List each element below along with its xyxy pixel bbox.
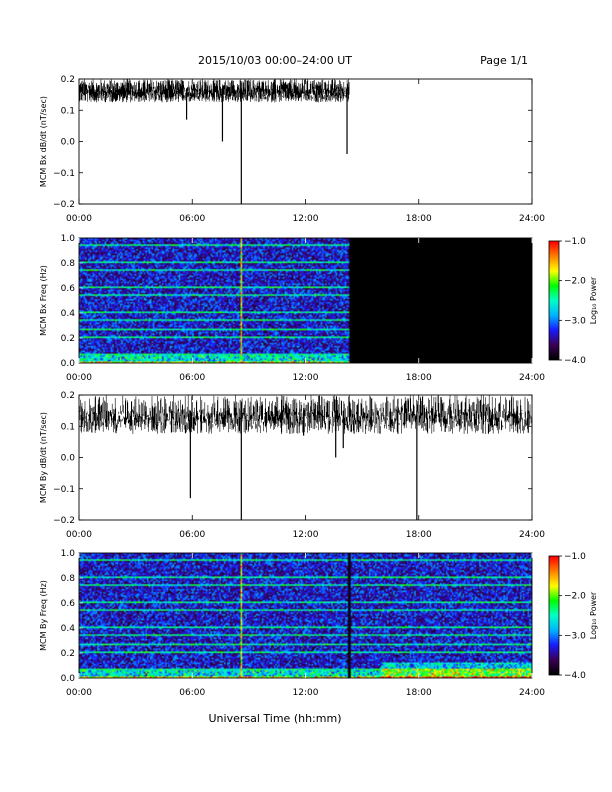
colorbar: [549, 556, 559, 675]
y-tick-label: 0.2: [61, 391, 75, 401]
y-tick-label: 0.1: [61, 422, 75, 432]
x-tick-label: 18:00: [406, 214, 432, 224]
y-tick-label: 0.1: [61, 106, 75, 116]
panels: −0.2 −0.1 0.0 0.1 0.2 00:00 06:00 12:00 18:00 24:…: [39, 75, 598, 698]
y-tick-label: 0.2: [61, 75, 75, 85]
x-tick-label: 00:00: [66, 373, 92, 383]
x-tick-label: 12:00: [293, 214, 319, 224]
x-tick-label: 06:00: [179, 373, 205, 383]
x-tick-label: 12:00: [293, 373, 319, 383]
panel-bx-spec: −4.0 −3.0 −2.0 −1.0 Log₁₀ Power 0.0 0.2 0.4 0.6 0…: [39, 234, 598, 383]
panel-bx-ts: −0.2 −0.1 0.0 0.1 0.2 00:00 06:00 12:00 18:00 24:…: [39, 75, 545, 224]
colorbar-tick-label: −3.0: [564, 316, 586, 326]
x-tick-label: 06:00: [179, 688, 205, 698]
spectrogram-image: [79, 238, 532, 363]
colorbar-frame: [548, 240, 560, 361]
x-tick-label: 24:00: [519, 373, 545, 383]
colorbar-tick-label: −4.0: [564, 356, 586, 366]
page-title: 2015/10/03 00:00–24:00 UT: [198, 54, 352, 67]
y-axis-label: MCM By dB/dt (nT/sec): [39, 412, 48, 503]
y-tick-label: 0.6: [61, 599, 76, 609]
panel-by-spec: −4.0 −3.0 −2.0 −1.0 Log₁₀ Power 0.0 0.2 0.4 0.6 0…: [39, 549, 598, 698]
y-tick-label: 0.0: [61, 138, 76, 148]
y-tick-label: 1.0: [61, 234, 76, 244]
y-tick-label: −0.1: [53, 169, 75, 179]
colorbar-label: Log₁₀ Power: [589, 276, 598, 324]
x-tick-label: 18:00: [406, 530, 432, 540]
colorbar-tick-label: −2.0: [564, 277, 586, 287]
y-axis-label: MCM By Freq (Hz): [39, 580, 48, 651]
panel-by-ts: −0.2 −0.1 0.0 0.1 0.2 00:00 06:00 12:00 18:00 24:…: [39, 391, 545, 540]
y-tick-label: 0.0: [61, 674, 76, 684]
y-tick-label: 0.2: [61, 649, 75, 659]
x-tick-label: 00:00: [66, 214, 92, 224]
y-tick-label: 0.2: [61, 334, 75, 344]
colorbar-tick-label: −3.0: [564, 631, 586, 641]
y-axis-label: MCM Bx dB/dt (nT/sec): [39, 96, 48, 187]
colorbar: [549, 241, 559, 360]
y-tick-label: −0.2: [53, 516, 75, 526]
y-tick-label: 0.4: [61, 624, 76, 634]
x-axis-label: Universal Time (hh:mm): [209, 712, 342, 725]
y-tick-label: 0.8: [61, 259, 76, 269]
y-axis-label: MCM Bx Freq (Hz): [39, 265, 48, 336]
y-tick-label: 0.0: [61, 359, 76, 369]
x-tick-label: 12:00: [293, 688, 319, 698]
trace: [78, 395, 533, 434]
x-tick-label: 18:00: [406, 373, 432, 383]
x-tick-label: 18:00: [406, 688, 432, 698]
x-tick-label: 12:00: [293, 530, 319, 540]
y-tick-label: 0.6: [61, 284, 76, 294]
page-number: Page 1/1: [480, 54, 528, 67]
colorbar-tick-label: −1.0: [564, 237, 586, 247]
x-tick-label: 00:00: [66, 688, 92, 698]
y-tick-label: 1.0: [61, 549, 76, 559]
y-tick-label: 0.0: [61, 454, 76, 464]
spectrogram-image: [79, 553, 532, 678]
y-tick-label: −0.2: [53, 200, 75, 210]
x-tick-label: 00:00: [66, 530, 92, 540]
colorbar-tick-label: −1.0: [564, 552, 586, 562]
x-tick-label: 24:00: [519, 214, 545, 224]
colorbar-label: Log₁₀ Power: [589, 591, 598, 639]
y-tick-label: −0.1: [53, 485, 75, 495]
colorbar-tick-label: −2.0: [564, 592, 586, 602]
y-tick-label: 0.8: [61, 574, 76, 584]
x-tick-label: 06:00: [179, 214, 205, 224]
y-tick-label: 0.4: [61, 309, 76, 319]
x-tick-label: 06:00: [179, 530, 205, 540]
trace: [78, 79, 350, 103]
x-tick-label: 24:00: [519, 530, 545, 540]
x-tick-label: 24:00: [519, 688, 545, 698]
colorbar-tick-label: −4.0: [564, 671, 586, 681]
colorbar-frame: [548, 555, 560, 676]
